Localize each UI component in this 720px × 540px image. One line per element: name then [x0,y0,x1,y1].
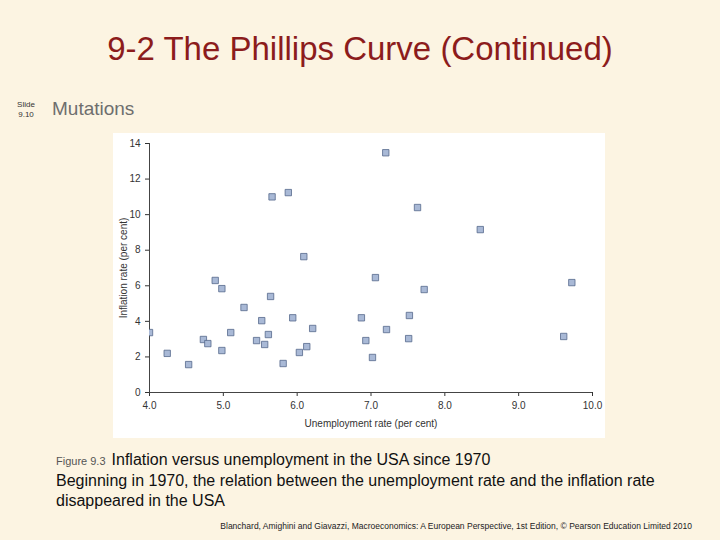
svg-text:10: 10 [129,209,141,220]
svg-text:4: 4 [135,316,141,327]
svg-text:8.0: 8.0 [438,400,452,411]
svg-text:10.0: 10.0 [583,400,603,411]
html-text:Slide 9.10: Slide 9.10 [17,100,35,119]
svg-text:12: 12 [129,173,141,184]
html-text:Figure 9.3 Inflation versus un: Figure 9.3 Inflation versus unemployment… [56,451,491,468]
svg-text:8: 8 [135,244,141,255]
html-text:Beginning in 1970, the relatio: Beginning in 1970, the relation between … [56,472,655,509]
svg-text:6.0: 6.0 [290,400,304,411]
html-text:Blanchard, Amighini and Giavaz: Blanchard, Amighini and Giavazzi, Macroe… [220,521,692,531]
svg-text:2: 2 [135,351,141,362]
svg-text:7.0: 7.0 [364,400,378,411]
html-text:9-2 The Phillips Curve (Contin: 9-2 The Phillips Curve (Continued) [107,30,613,67]
svg-text:Unemployment rate (per cent): Unemployment rate (per cent) [305,418,438,429]
svg-text:14: 14 [129,138,141,149]
html-text:Mutations: Mutations [52,98,135,119]
svg-text:Inflation rate (per cent): Inflation rate (per cent) [118,218,129,319]
svg-text:9.0: 9.0 [512,400,526,411]
svg-text:4.0: 4.0 [143,400,157,411]
svg-text:6: 6 [135,280,141,291]
svg-text:5.0: 5.0 [216,400,230,411]
svg-text:0: 0 [135,387,141,398]
